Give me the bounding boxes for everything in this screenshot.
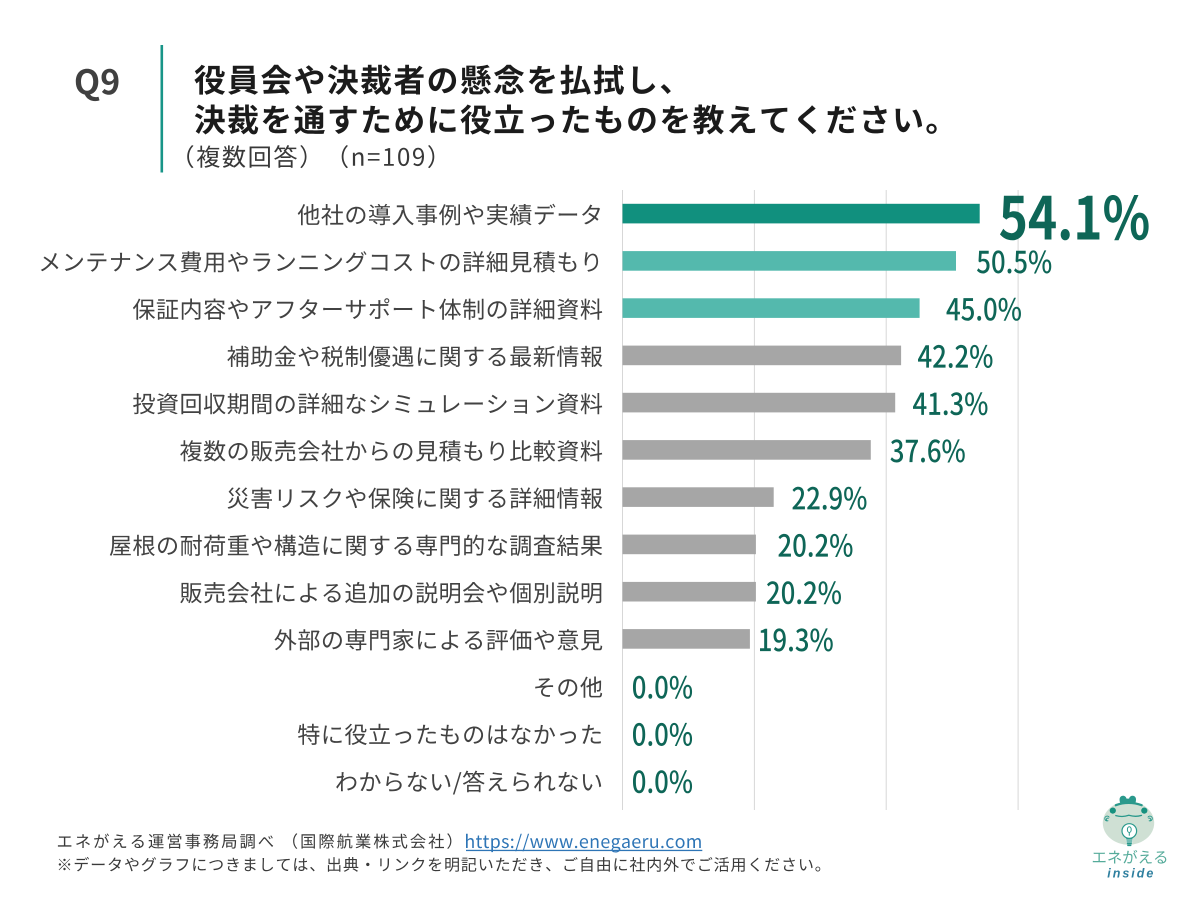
svg-text:inside: inside	[1107, 867, 1155, 881]
